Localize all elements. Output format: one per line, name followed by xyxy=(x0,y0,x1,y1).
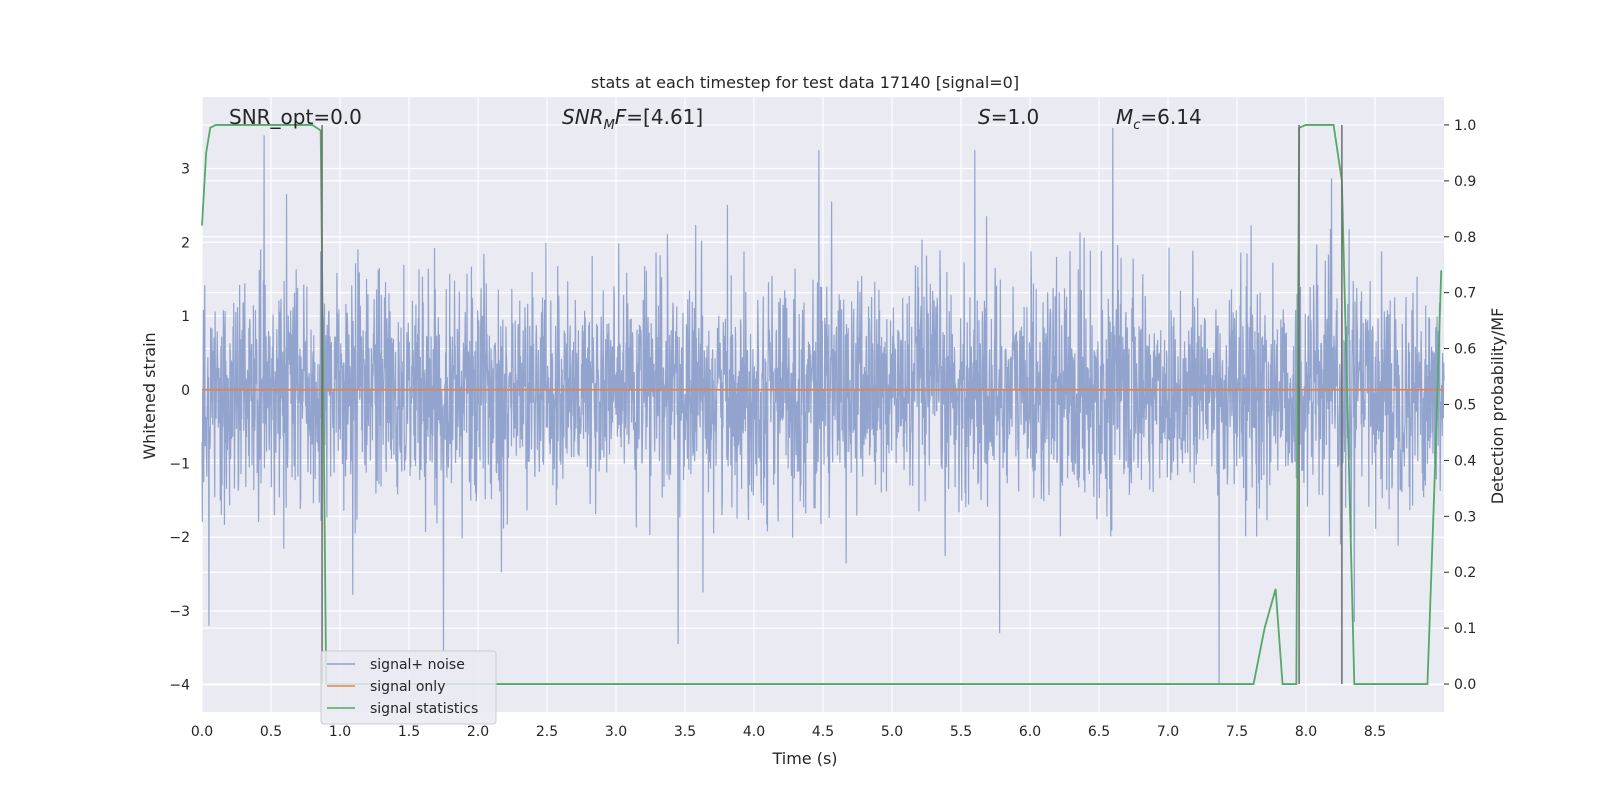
y-tick-label: −3 xyxy=(169,604,190,620)
y2-tick-label: 0.1 xyxy=(1454,621,1476,637)
x-tick-label: 3.5 xyxy=(674,724,696,740)
y-tick-label: 2 xyxy=(181,235,190,251)
x-tick-label: 0.0 xyxy=(191,724,213,740)
x-tick-label: 8.5 xyxy=(1364,724,1386,740)
y2-tick-label: 0.6 xyxy=(1454,342,1476,358)
annotation-s-main: S xyxy=(978,105,991,129)
legend-label-signal-noise: signal+ noise xyxy=(370,657,465,673)
annotation-s-value: =1.0 xyxy=(991,105,1040,129)
annotation-mc-main: M xyxy=(1116,105,1133,129)
legend-label-signal-statistics: signal statistics xyxy=(370,701,478,717)
signal-noise-line xyxy=(201,127,1445,685)
x-tick-label: 5.0 xyxy=(881,724,903,740)
y-tick-label: −2 xyxy=(169,530,190,546)
signal-noise-series xyxy=(201,127,1445,685)
y2-tick-label: 0.5 xyxy=(1454,398,1476,414)
x-axis-ticks: 0.0 0.5 1.0 1.5 2.0 2.5 3.0 3.5 4.0 4.5 5.0 5.5 6.0 6… xyxy=(191,724,1386,740)
y2-tick-label: 0.7 xyxy=(1454,286,1476,302)
x-tick-label: 6.0 xyxy=(1019,724,1041,740)
annotation-snr-mf-value: =[4.61] xyxy=(626,105,703,129)
legend-frame xyxy=(320,650,497,725)
y2-tick-label: 0.8 xyxy=(1454,230,1476,246)
legend: signal+ noise signal only signal statist… xyxy=(320,650,497,725)
y-tick-label: 1 xyxy=(181,309,190,325)
annotation-mc-sub: c xyxy=(1133,118,1140,133)
y-tick-label: 3 xyxy=(181,162,190,178)
y2-tick-label: 0.0 xyxy=(1454,677,1476,693)
y-tick-label: −1 xyxy=(169,456,190,472)
x-tick-label: 0.5 xyxy=(260,724,282,740)
y-axis-ticks: 3 2 1 0 −1 −2 −3 −4 xyxy=(169,162,190,694)
y2-tick-label: 1.0 xyxy=(1454,118,1476,134)
x-tick-label: 1.0 xyxy=(329,724,351,740)
annotation-mc: Mc=6.14 xyxy=(1116,105,1202,133)
annotation-mc-value: =6.14 xyxy=(1140,105,1201,129)
x-tick-label: 5.5 xyxy=(950,724,972,740)
y2-axis-ticks: 1.0 0.9 0.8 0.7 0.6 0.5 0.4 0.3 0.2 0.1 0.0 xyxy=(1444,118,1476,693)
x-tick-label: 3.0 xyxy=(605,724,627,740)
y2-tick-label: 0.9 xyxy=(1454,174,1476,190)
x-tick-label: 2.5 xyxy=(536,724,558,740)
line-series xyxy=(201,124,1444,685)
annotation-snr-mf-sub: M xyxy=(604,118,615,133)
annotation-snr-mf-f: F xyxy=(615,105,627,129)
x-tick-label: 7.5 xyxy=(1226,724,1248,740)
y-tick-label: −4 xyxy=(169,678,190,694)
legend-label-signal-only: signal only xyxy=(370,679,445,695)
annotation-s: S=1.0 xyxy=(978,105,1039,129)
annotation-snr-mf-main: SNR xyxy=(562,105,604,129)
x-axis-label: Time (s) xyxy=(771,749,837,768)
annotation-snr-mf: SNRMF=[4.61] xyxy=(562,105,703,133)
x-tick-label: 6.5 xyxy=(1088,724,1110,740)
annotation-snr-opt: SNR_opt=0.0 xyxy=(229,105,362,129)
y2-tick-label: 0.2 xyxy=(1454,565,1476,581)
x-tick-label: 4.0 xyxy=(743,724,765,740)
y2-tick-label: 0.4 xyxy=(1454,453,1476,469)
y-axis-label: Whitened strain xyxy=(140,332,159,459)
signal-statistics-line xyxy=(201,124,1443,685)
x-tick-label: 7.0 xyxy=(1157,724,1179,740)
x-tick-label: 8.0 xyxy=(1295,724,1317,740)
x-tick-label: 4.5 xyxy=(812,724,834,740)
x-tick-label: 1.5 xyxy=(398,724,420,740)
y2-tick-label: 0.3 xyxy=(1454,509,1476,525)
chart-title: stats at each timestep for test data 171… xyxy=(591,73,1019,92)
x-tick-label: 2.0 xyxy=(467,724,489,740)
y2-axis-label: Detection probability/MF xyxy=(1488,308,1507,505)
y-tick-label: 0 xyxy=(181,383,190,399)
